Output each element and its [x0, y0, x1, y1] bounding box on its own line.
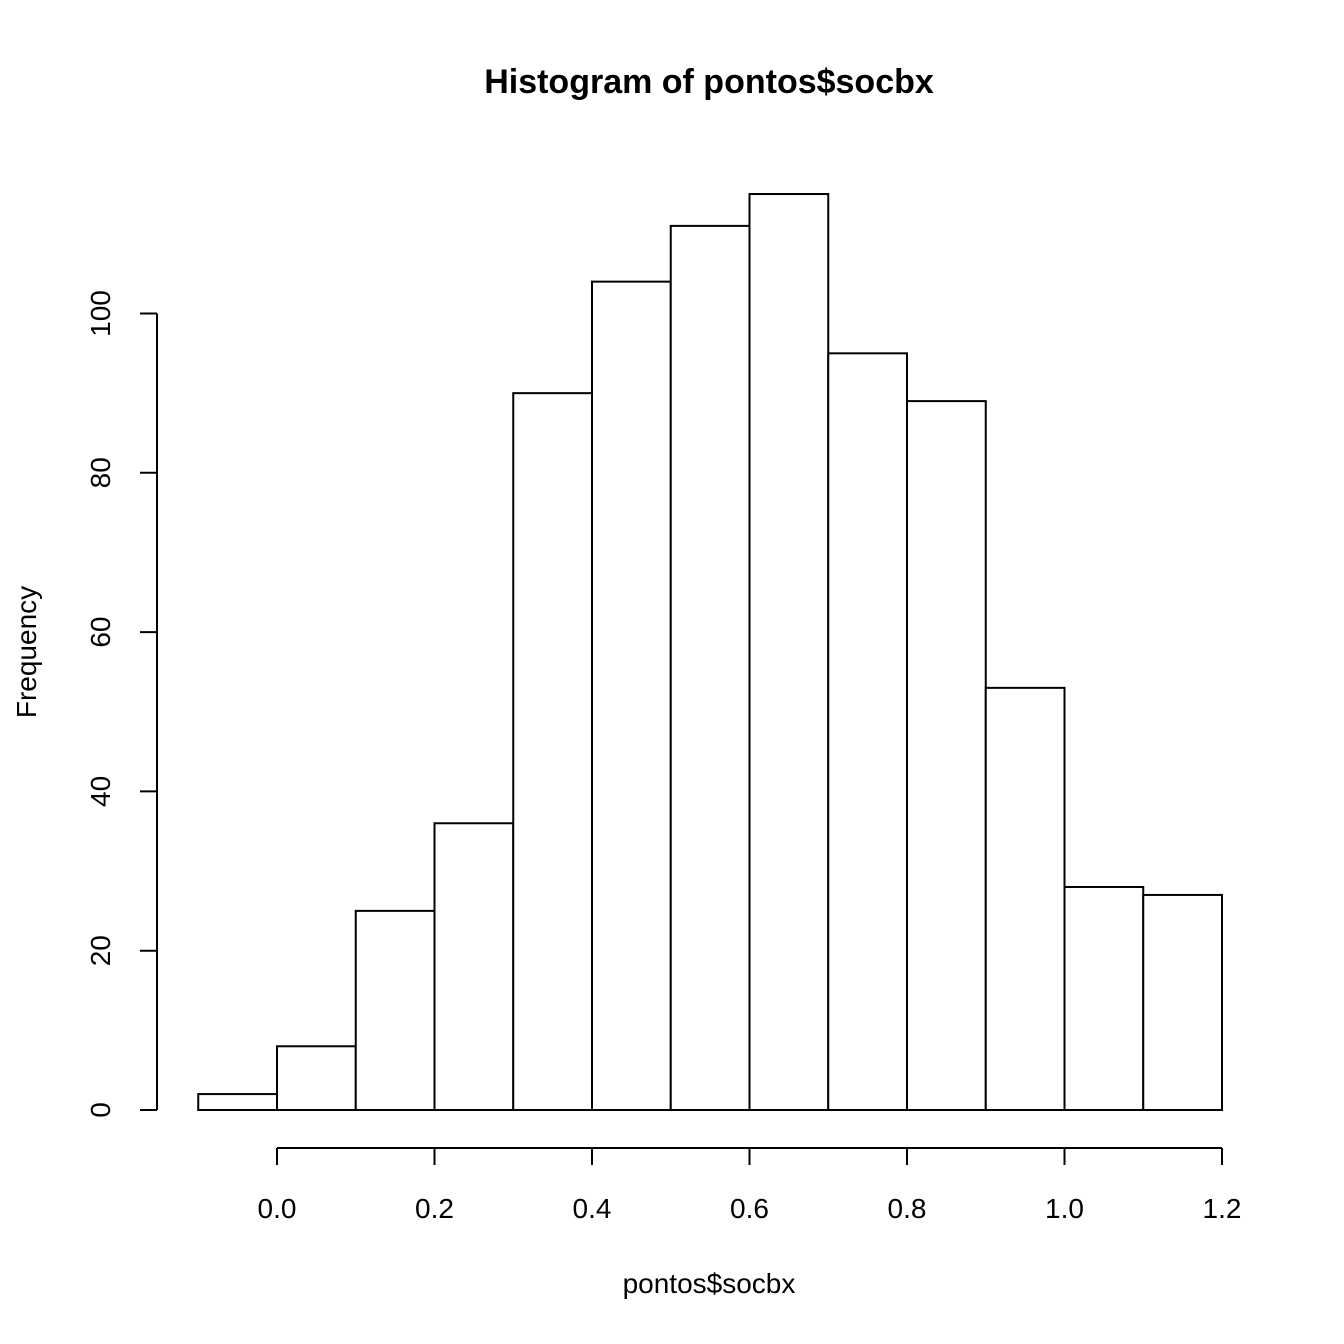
histogram-bar [748, 193, 830, 1111]
y-tick-label: 60 [85, 617, 116, 648]
x-axis-label: pontos$socbx [623, 1268, 796, 1299]
histogram-bar [827, 352, 908, 1111]
histogram-bar [1142, 893, 1223, 1111]
x-tick-label: 0.4 [573, 1193, 612, 1224]
chart-title: Histogram of pontos$socbx [484, 63, 934, 101]
histogram-bar [669, 224, 751, 1111]
x-tick-label: 0.8 [888, 1193, 927, 1224]
bars-group [197, 193, 1223, 1112]
x-tick-label: 1.0 [1045, 1193, 1084, 1224]
y-tick-label: 100 [85, 290, 116, 337]
y-tick-label: 0 [85, 1102, 116, 1118]
y-axis-label: Frequency [11, 586, 42, 718]
histogram-bar [1063, 885, 1145, 1111]
y-tick-label: 20 [85, 935, 116, 966]
x-tick-label: 1.2 [1203, 1193, 1242, 1224]
y-tick-label: 80 [85, 457, 116, 488]
x-tick-label: 0.6 [730, 1193, 769, 1224]
y-tick-label: 40 [85, 776, 116, 807]
histogram-bar [276, 1045, 357, 1112]
histogram-bar [197, 1093, 278, 1111]
histogram-bar [906, 400, 987, 1111]
histogram-bar [354, 909, 436, 1111]
histogram-bar [433, 822, 515, 1111]
x-tick-label: 0.2 [415, 1193, 454, 1224]
x-tick-label: 0.0 [258, 1193, 297, 1224]
histogram-bar [591, 280, 672, 1111]
histogram-bar [512, 392, 593, 1111]
histogram-bar [984, 686, 1066, 1111]
y-axis: 0 20 40 60 80 100 [85, 290, 158, 1118]
x-axis: 0.0 0.2 0.4 0.6 0.8 1.0 1.2 [258, 1147, 1242, 1224]
